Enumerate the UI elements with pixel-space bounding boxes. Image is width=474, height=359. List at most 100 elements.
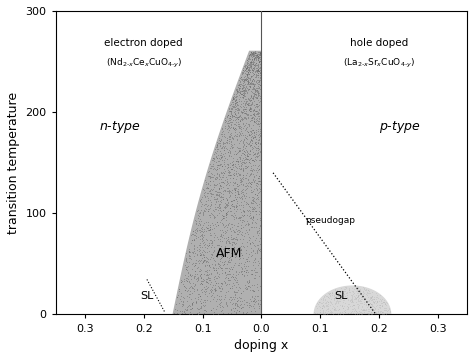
Point — [254, 300, 262, 306]
Point — [228, 108, 235, 113]
Point — [257, 100, 264, 106]
Point — [326, 292, 334, 298]
Point — [217, 296, 225, 302]
Point — [197, 271, 205, 277]
Point — [200, 213, 207, 218]
Point — [249, 259, 256, 265]
Point — [219, 303, 226, 309]
Point — [247, 64, 255, 70]
Point — [341, 309, 349, 315]
Point — [255, 242, 262, 247]
Point — [228, 101, 235, 107]
Point — [245, 79, 252, 84]
Point — [232, 247, 239, 253]
Point — [254, 73, 261, 78]
Point — [236, 129, 243, 135]
Point — [254, 140, 262, 146]
Point — [252, 196, 260, 202]
Point — [253, 71, 260, 76]
Point — [243, 65, 251, 71]
Point — [207, 307, 215, 313]
Point — [224, 281, 231, 286]
Point — [224, 197, 231, 202]
Point — [217, 288, 224, 294]
Point — [240, 151, 247, 157]
Point — [310, 309, 318, 315]
Point — [348, 294, 356, 300]
Point — [255, 79, 262, 85]
Point — [234, 116, 242, 121]
Point — [247, 253, 255, 258]
Point — [212, 275, 220, 280]
Point — [254, 61, 261, 67]
Point — [337, 288, 345, 293]
Point — [182, 256, 190, 261]
Point — [324, 301, 331, 307]
Point — [325, 295, 333, 301]
Point — [182, 258, 190, 264]
Point — [213, 269, 221, 274]
Point — [194, 234, 202, 240]
Point — [243, 185, 251, 191]
Point — [203, 272, 211, 278]
Point — [247, 137, 255, 143]
Point — [359, 307, 366, 313]
Point — [246, 112, 254, 118]
Point — [233, 116, 240, 121]
Point — [236, 148, 243, 153]
Point — [230, 151, 238, 157]
Point — [246, 106, 254, 112]
Point — [205, 290, 213, 295]
Point — [202, 272, 210, 278]
Point — [341, 307, 348, 312]
Point — [383, 306, 390, 311]
Point — [242, 77, 249, 83]
Point — [255, 173, 263, 178]
Point — [206, 197, 214, 203]
Point — [201, 288, 208, 294]
Point — [252, 172, 260, 178]
Point — [346, 303, 354, 309]
Point — [234, 106, 241, 111]
Point — [222, 217, 230, 223]
Point — [360, 295, 367, 301]
Point — [330, 296, 338, 302]
Point — [228, 140, 235, 145]
Point — [209, 174, 216, 180]
Point — [249, 81, 257, 87]
Point — [227, 245, 235, 251]
Point — [233, 99, 240, 105]
Point — [364, 308, 372, 314]
Point — [218, 152, 225, 158]
Point — [237, 199, 245, 205]
Point — [255, 84, 263, 89]
Point — [355, 311, 363, 317]
Point — [254, 89, 262, 95]
Point — [355, 289, 363, 295]
Point — [253, 242, 261, 248]
Point — [250, 306, 257, 311]
Point — [244, 243, 251, 249]
Point — [219, 221, 227, 227]
Point — [247, 106, 255, 111]
Point — [182, 275, 190, 281]
Point — [255, 85, 263, 91]
Point — [209, 220, 216, 226]
Point — [220, 278, 228, 284]
Point — [196, 223, 203, 228]
Point — [202, 206, 210, 212]
Text: $p$-type: $p$-type — [379, 119, 420, 135]
Point — [246, 278, 253, 283]
Point — [248, 180, 256, 185]
Point — [249, 287, 256, 293]
Point — [209, 243, 216, 248]
Point — [246, 83, 254, 89]
Point — [215, 222, 222, 228]
Point — [242, 125, 250, 130]
Point — [246, 69, 254, 74]
Point — [231, 132, 239, 137]
Point — [241, 96, 249, 102]
Point — [235, 121, 243, 127]
Point — [227, 232, 235, 238]
Point — [247, 81, 255, 87]
